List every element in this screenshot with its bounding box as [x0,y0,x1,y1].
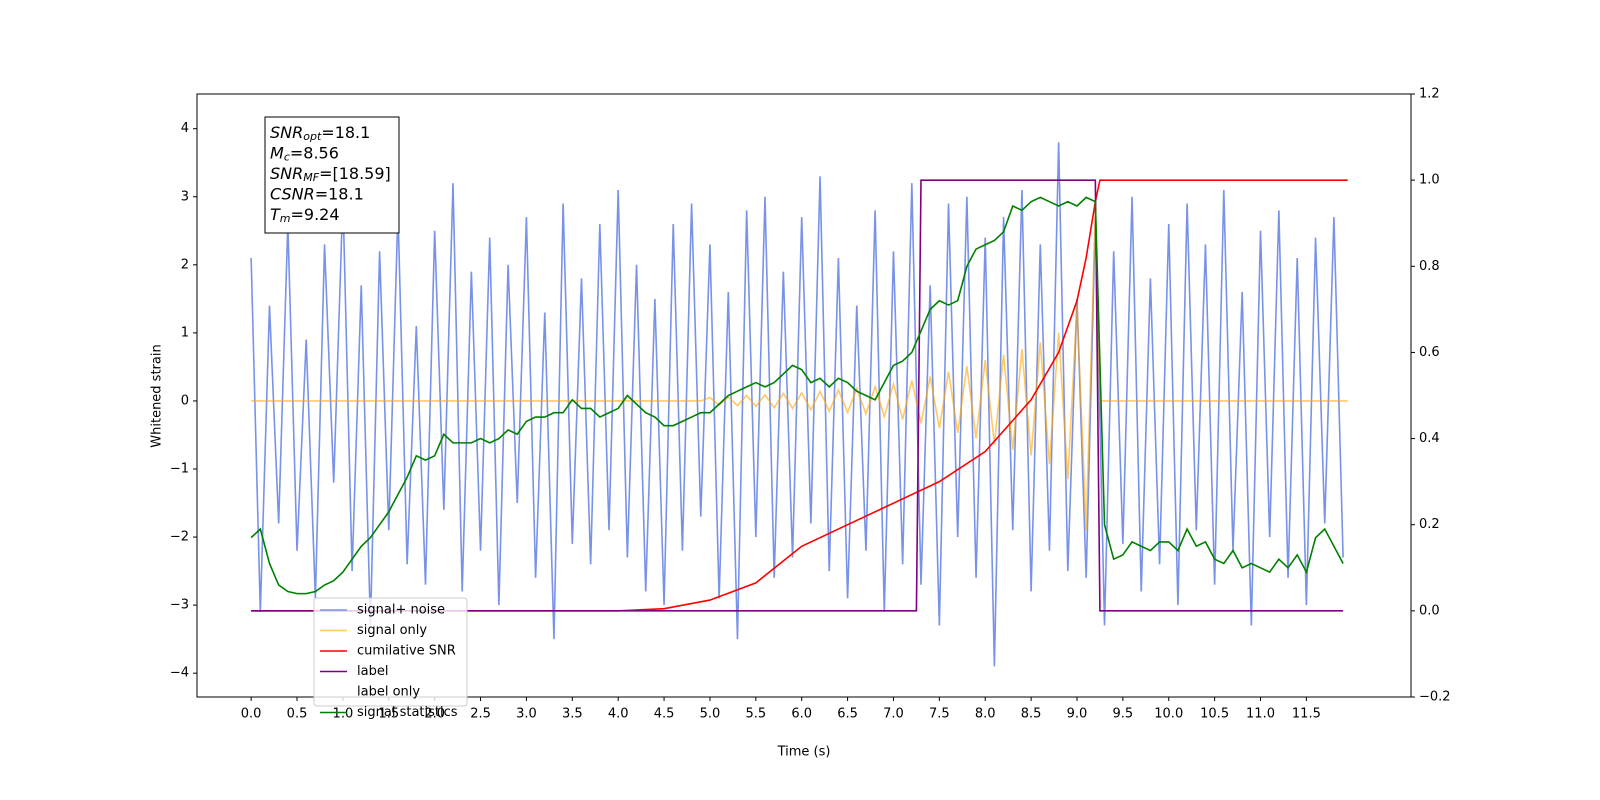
x-tick-label: 4.0 [608,707,629,722]
legend-label: cumilative SNR [357,644,456,659]
y-tick-label: −4 [170,666,189,681]
y2-tick-label: 0.6 [1419,345,1440,360]
annotation-symbol: CSNR [270,184,315,203]
x-tick-label: 0.0 [241,707,262,722]
annotation-subscript: m [280,212,291,225]
annotation-symbol: T [270,205,281,224]
y-tick-label: 0 [181,393,189,408]
x-tick-label: 11.5 [1292,707,1321,722]
x-tick-label: 8.0 [975,707,996,722]
annotation-value: =18.1 [321,123,370,142]
legend-frame [313,597,468,707]
y-tick-label: −2 [170,530,189,545]
y-tick-label: 4 [181,121,189,136]
annotation-value: =[18.59] [319,164,391,183]
series-line [251,179,1344,612]
x-tick-label: 2.0 [424,707,445,722]
y-tick-label: −3 [170,598,189,613]
annotation-subscript: MF [303,171,319,184]
x-tick-label: 3.5 [562,707,583,722]
y2-tick-label: 0.0 [1419,603,1440,618]
x-tick-label: 11.0 [1246,707,1275,722]
legend-label: signal+ noise [357,603,445,618]
series-line [250,196,1344,595]
annotation-box: SNRopt=18.1Mc=8.56SNRMF=[18.59]CSNR=18.1… [264,116,400,234]
annotation-value: =18.1 [315,184,364,203]
y2-tick-label: 0.8 [1419,259,1440,274]
legend-label: label only [357,685,420,700]
series-line [251,179,1348,612]
annotation-symbol: M [270,143,284,162]
y2-tick-label: 0.4 [1419,431,1440,446]
annotation-symbol: SNR [270,164,303,183]
x-tick-label: 5.0 [700,707,721,722]
x-tick-label: 7.5 [929,707,950,722]
annotation-value: =9.24 [291,205,340,224]
x-tick-label: 6.5 [837,707,858,722]
annotation-subscript: opt [303,130,322,143]
x-tick-label: 1.0 [333,707,354,722]
annotation-line: Tm=9.24 [270,205,340,226]
annotation-frame [264,116,400,234]
x-tick-label: 3.0 [516,707,537,722]
y2-tick-label: −0.2 [1419,690,1451,705]
annotation-line: SNRMF=[18.59] [270,164,391,185]
annotation-line: CSNR=18.1 [270,184,364,203]
series-line [250,142,1344,667]
x-tick-label: 10.0 [1154,707,1183,722]
y2-tick-label: 0.2 [1419,517,1440,532]
x-axis-label: Time (s) [777,745,831,760]
x-tick-label: 0.5 [287,707,308,722]
axes-frame [196,93,1412,698]
annotation-symbol: SNR [270,123,303,142]
y-axis-label: Whitened strain [150,344,165,447]
plot-area [250,142,1348,667]
y-tick-label: 2 [181,257,189,272]
x-tick-label: 4.5 [654,707,675,722]
legend: signal+ noise signal only cumilative SNR la… [313,597,468,720]
y2-tick-label: 1.2 [1419,87,1440,102]
series-line [251,210,1348,531]
legend-label: signal only [357,623,427,638]
x-tick-label: 6.0 [791,707,812,722]
x-tick-label: 5.5 [745,707,766,722]
y-tick-label: 1 [181,325,189,340]
x-tick-label: 2.5 [470,707,491,722]
annotation-line: Mc=8.56 [270,143,339,164]
x-tick-label: 9.5 [1113,707,1134,722]
annotation-line: SNRopt=18.1 [270,123,370,144]
annotation-value: =8.56 [290,143,339,162]
y2-tick-label: 1.0 [1419,173,1440,188]
x-tick-label: 7.0 [883,707,904,722]
legend-label: signal statistics [357,705,458,720]
x-tick-label: 9.0 [1067,707,1088,722]
x-tick-label: 10.5 [1200,707,1229,722]
y-tick-label: 3 [181,189,189,204]
legend-label: label [357,664,388,679]
y-tick-label: −1 [170,462,189,477]
annotation-subscript: c [284,151,290,164]
x-tick-label: 1.5 [378,707,399,722]
x-tick-label: 8.5 [1021,707,1042,722]
